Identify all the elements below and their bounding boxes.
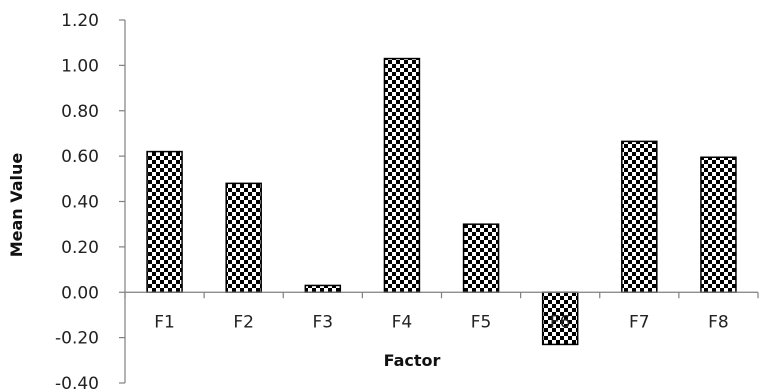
bar-f4 bbox=[383, 57, 421, 293]
x-tick-label: F2 bbox=[233, 312, 254, 332]
bar-f8 bbox=[700, 156, 737, 293]
x-tick-label: F6 bbox=[550, 312, 571, 332]
y-tick-label: 0.00 bbox=[61, 283, 99, 303]
y-tick-label: 1.00 bbox=[61, 56, 99, 76]
x-tick-label: F5 bbox=[471, 312, 492, 332]
bar-f1 bbox=[146, 150, 183, 293]
category-labels: F1 F2 F3 F4 F5 F6 F7 F8 bbox=[154, 312, 728, 332]
y-axis-title: Mean Value bbox=[7, 153, 26, 258]
y-tick-label: -0.40 bbox=[55, 374, 99, 391]
x-tick-label: F8 bbox=[708, 312, 729, 332]
y-tick-label: 1.20 bbox=[61, 11, 99, 31]
x-tick-label: F3 bbox=[313, 312, 334, 332]
bar-f5 bbox=[462, 223, 500, 293]
y-tick-label: -0.20 bbox=[55, 329, 99, 349]
bar-f7 bbox=[621, 140, 658, 293]
x-axis-title: Factor bbox=[384, 351, 441, 370]
x-tick-label: F1 bbox=[154, 312, 175, 332]
y-tick-label: 0.60 bbox=[61, 147, 99, 167]
bar-f3 bbox=[304, 284, 342, 294]
bar-f2 bbox=[225, 182, 262, 294]
y-tick-label: 0.20 bbox=[61, 238, 99, 258]
x-tick-label: F7 bbox=[629, 312, 650, 332]
y-axis: -0.40 -0.20 0.00 0.20 0.40 0.60 0.80 1.00 1.20 bbox=[55, 11, 126, 391]
x-tick-label: F4 bbox=[392, 312, 413, 332]
x-axis bbox=[124, 291, 759, 299]
bars bbox=[146, 57, 737, 346]
y-tick-label: 0.80 bbox=[61, 102, 99, 122]
y-tick-label: 0.40 bbox=[61, 193, 99, 213]
